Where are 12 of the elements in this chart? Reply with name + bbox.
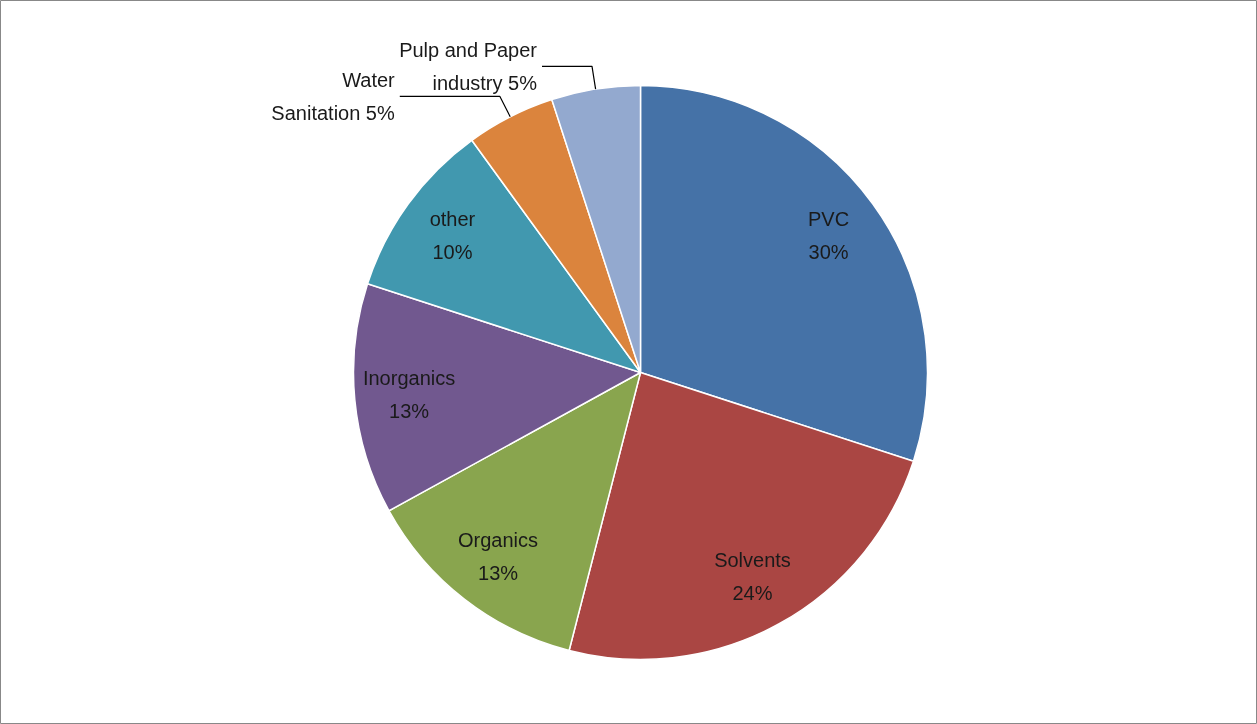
slice-label: Organics [458, 528, 539, 551]
data-label: 13% [389, 399, 430, 422]
slice-label: Solvents [714, 548, 791, 571]
slice-label: Pulp and Paper industry 5% [399, 38, 538, 94]
data-label: 13% [478, 561, 519, 584]
slice-label: other [429, 208, 476, 231]
data-label: 10% [432, 241, 473, 264]
slice-label: Water Sanitation 5% [271, 68, 396, 124]
slice-label: Inorganics [362, 366, 456, 389]
data-label: 24% [732, 581, 773, 604]
data-label: 30% [808, 241, 849, 264]
slice-label: PVC [808, 208, 850, 231]
